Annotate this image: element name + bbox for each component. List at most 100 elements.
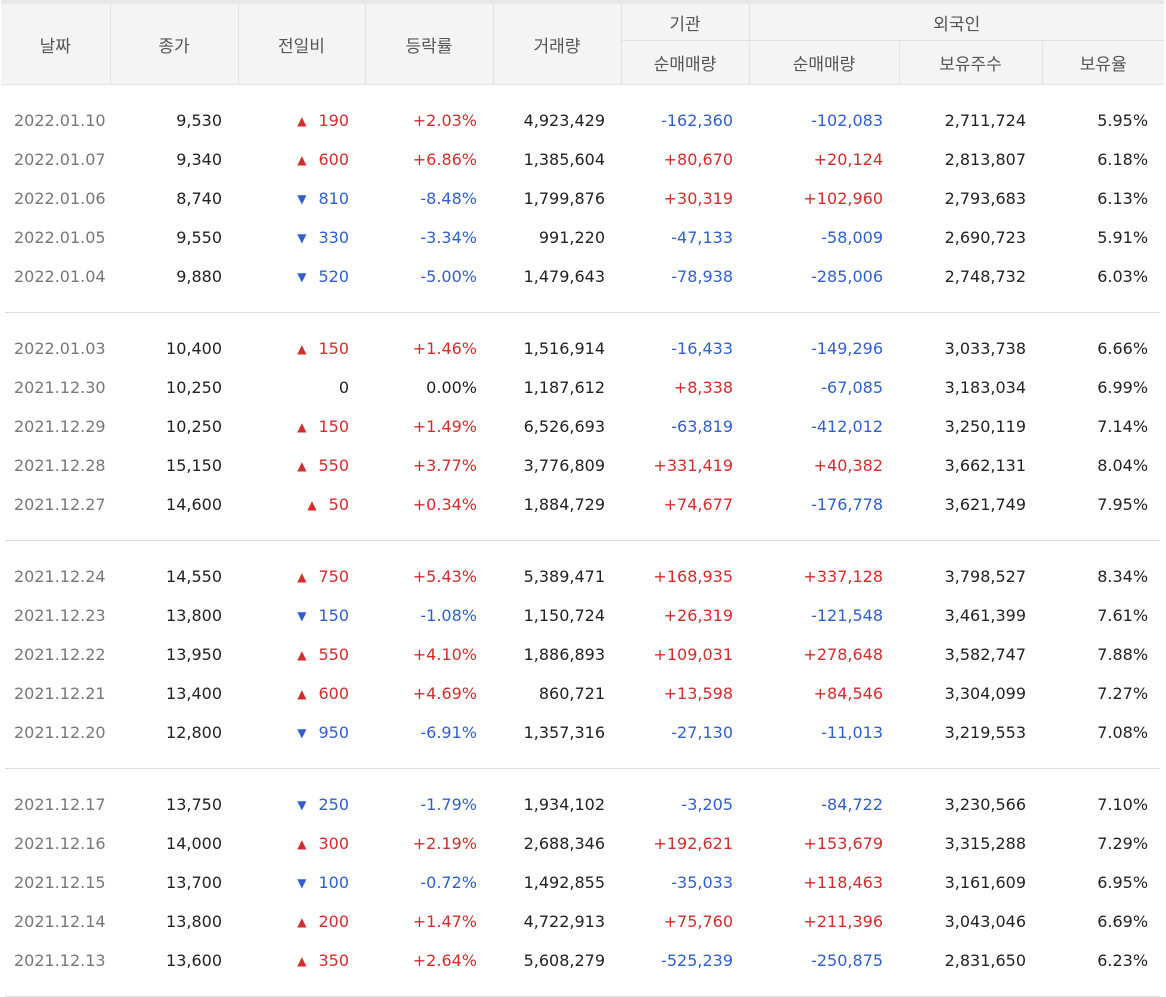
- change-cell: ▲ 550: [238, 635, 365, 674]
- foreign-holdings-cell: 3,621,749: [944, 495, 1026, 514]
- group-spacer: [1, 752, 1164, 768]
- foreign-net-cell: +211,396: [803, 912, 883, 931]
- table-row: 2021.12.29 10,250 ▲ 150 +1.49% 6,526,693 -63,8…: [1, 407, 1164, 446]
- volume-cell: 1,150,724: [523, 606, 605, 625]
- table-row: 2021.12.28 15,150 ▲ 550 +3.77% 3,776,809 +331,…: [1, 446, 1164, 485]
- volume-cell: 860,721: [538, 684, 605, 703]
- up-triangle-icon: ▲: [297, 570, 307, 584]
- up-triangle-icon: ▲: [297, 648, 307, 662]
- table-header: 날짜 종가 전일비 등락률 거래량 기관 외국인 순매매량 순매매량 보유주수 …: [1, 0, 1165, 85]
- foreign-ratio-cell: 6.13%: [1097, 189, 1149, 208]
- group-spacer: [1, 313, 1164, 329]
- foreign-holdings-cell: 3,161,609: [944, 873, 1026, 892]
- change-value: 600: [318, 684, 349, 703]
- header-rate: 등락률: [365, 0, 494, 84]
- close-cell: 9,550: [176, 228, 222, 247]
- foreign-holdings-cell: 2,813,807: [944, 150, 1026, 169]
- foreign-ratio-cell: 7.14%: [1097, 417, 1149, 436]
- rate-cell: +5.43%: [412, 567, 477, 586]
- table-row: 2022.01.10 9,530 ▲ 190 +2.03% 4,923,429 -162,3…: [1, 101, 1164, 140]
- group-spacer: [1, 541, 1164, 557]
- change-value: 810: [318, 189, 349, 208]
- close-cell: 10,250: [166, 417, 222, 436]
- group-divider: [1, 768, 1164, 769]
- close-cell: 13,750: [166, 795, 222, 814]
- foreign-holdings-cell: 3,219,553: [944, 723, 1026, 742]
- date-cell: 2021.12.23: [14, 606, 106, 625]
- change-cell: ▼ 250: [238, 785, 365, 824]
- foreign-net-cell: +84,546: [813, 684, 883, 703]
- close-cell: 13,800: [166, 606, 222, 625]
- foreign-holdings-cell: 2,831,650: [944, 951, 1026, 970]
- close-cell: 15,150: [166, 456, 222, 475]
- table-row: 2021.12.17 13,750 ▼ 250 -1.79% 1,934,102 -3,20…: [1, 785, 1164, 824]
- volume-cell: 5,389,471: [523, 567, 605, 586]
- change-cell: ▼ 520: [238, 257, 365, 296]
- up-triangle-icon: ▲: [297, 420, 307, 434]
- up-triangle-icon: ▲: [297, 954, 307, 968]
- foreign-holdings-cell: 3,662,131: [944, 456, 1026, 475]
- down-triangle-icon: ▼: [297, 270, 307, 284]
- foreign-holdings-cell: 3,183,034: [944, 378, 1026, 397]
- table-row: 2021.12.27 14,600 ▲ 50 +0.34% 1,884,729 +74,67…: [1, 485, 1164, 524]
- group-spacer: [1, 980, 1164, 996]
- date-cell: 2022.01.03: [14, 339, 106, 358]
- rate-cell: -5.00%: [420, 267, 477, 286]
- group-spacer: [1, 296, 1164, 312]
- institution-net-cell: +75,760: [663, 912, 733, 931]
- foreign-ratio-cell: 6.99%: [1097, 378, 1149, 397]
- close-cell: 9,880: [176, 267, 222, 286]
- foreign-holdings-cell: 2,793,683: [944, 189, 1026, 208]
- foreign-net-cell: +102,960: [803, 189, 883, 208]
- volume-cell: 991,220: [538, 228, 605, 247]
- foreign-net-cell: -102,083: [811, 111, 883, 130]
- table-row: 2021.12.20 12,800 ▼ 950 -6.91% 1,357,316 -27,1…: [1, 713, 1164, 752]
- foreign-net-cell: -250,875: [811, 951, 883, 970]
- foreign-net-cell: +278,648: [803, 645, 883, 664]
- rate-cell: +2.64%: [412, 951, 477, 970]
- change-value: 550: [318, 456, 349, 475]
- change-cell: ▲ 150: [238, 407, 365, 446]
- header-foreign-holdings: 보유주수: [899, 40, 1043, 84]
- rate-cell: +0.34%: [412, 495, 477, 514]
- rate-cell: +2.03%: [412, 111, 477, 130]
- institution-net-cell: +192,621: [653, 834, 733, 853]
- institution-net-cell: -525,239: [661, 951, 733, 970]
- down-triangle-icon: ▼: [297, 231, 307, 245]
- date-cell: 2021.12.14: [14, 912, 106, 931]
- table-body: 2022.01.10 9,530 ▲ 190 +2.03% 4,923,429 -162,3…: [1, 85, 1164, 997]
- change-cell: ▲ 350: [238, 941, 365, 980]
- foreign-net-cell: -121,548: [811, 606, 883, 625]
- up-triangle-icon: ▲: [307, 498, 317, 512]
- institution-net-cell: +8,338: [673, 378, 733, 397]
- change-value: 550: [318, 645, 349, 664]
- foreign-holdings-cell: 3,304,099: [944, 684, 1026, 703]
- foreign-net-cell: +20,124: [813, 150, 883, 169]
- close-cell: 14,600: [166, 495, 222, 514]
- group-spacer: [1, 524, 1164, 540]
- table-row: 2021.12.21 13,400 ▲ 600 +4.69% 860,721 +13,598…: [1, 674, 1164, 713]
- table-row: 2021.12.15 13,700 ▼ 100 -0.72% 1,492,855 -35,0…: [1, 863, 1164, 902]
- up-triangle-icon: ▲: [297, 342, 307, 356]
- down-triangle-icon: ▼: [297, 609, 307, 623]
- date-cell: 2021.12.29: [14, 417, 106, 436]
- rate-cell: -1.08%: [420, 606, 477, 625]
- foreign-net-cell: +337,128: [803, 567, 883, 586]
- foreign-holdings-cell: 2,711,724: [944, 111, 1026, 130]
- volume-cell: 5,608,279: [523, 951, 605, 970]
- volume-cell: 1,884,729: [523, 495, 605, 514]
- group-divider: [1, 540, 1164, 541]
- date-cell: 2022.01.05: [14, 228, 106, 247]
- up-triangle-icon: ▲: [297, 687, 307, 701]
- volume-cell: 1,886,893: [523, 645, 605, 664]
- institution-net-cell: -3,205: [681, 795, 733, 814]
- close-cell: 14,000: [166, 834, 222, 853]
- table-row: 2021.12.23 13,800 ▼ 150 -1.08% 1,150,724 +26,3…: [1, 596, 1164, 635]
- down-triangle-icon: ▼: [297, 726, 307, 740]
- down-triangle-icon: ▼: [297, 192, 307, 206]
- change-value: 150: [318, 606, 349, 625]
- institution-net-cell: -16,433: [671, 339, 733, 358]
- institution-net-cell: +109,031: [653, 645, 733, 664]
- header-foreign-ratio: 보유율: [1042, 40, 1165, 84]
- foreign-ratio-cell: 6.69%: [1097, 912, 1149, 931]
